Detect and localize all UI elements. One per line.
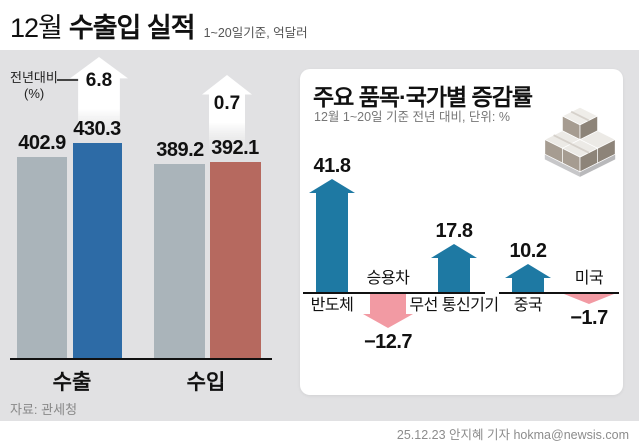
- source-note: 자료: 관세청: [10, 402, 78, 417]
- yoy-up-arrow-export: [70, 57, 128, 150]
- bar-export-current: [73, 143, 122, 360]
- yoy-callout-line: [57, 79, 84, 81]
- page-header: 12월 수출입 실적 1~20일기준, 억달러: [10, 6, 308, 45]
- baseline-countries: [499, 292, 619, 294]
- bar-value-import-current: 392.1: [211, 137, 259, 159]
- bar-value-export-previous: 402.9: [18, 132, 66, 154]
- item-value: 17.8: [435, 220, 473, 242]
- category-label-import: 수입: [186, 371, 226, 394]
- down-arrow-icon: [363, 294, 413, 328]
- yoy-label-text: 전년대비: [10, 70, 58, 85]
- bar-value-import-previous: 389.2: [156, 139, 204, 161]
- bar-export-previous: [17, 157, 67, 360]
- page-title-note: 1~20일기준, 억달러: [203, 26, 308, 40]
- yoy-axis-label: 전년대비 (%): [10, 70, 58, 101]
- item-label: 무선 통신기기: [409, 297, 499, 314]
- baseline-items: [303, 292, 485, 294]
- item-label: 반도체: [310, 297, 354, 314]
- panel-title: 주요 품목·국가별 증감률: [313, 84, 533, 110]
- panel-subtitle: 12월 1~20일 기준 전년 대비, 단위: %: [314, 110, 510, 124]
- category-label-export: 수출: [52, 371, 92, 394]
- page-title: 수출입 실적: [68, 13, 196, 43]
- up-arrow-icon: [505, 264, 551, 292]
- item-value: −12.7: [363, 331, 413, 353]
- item-value: 10.2: [509, 240, 547, 262]
- byline-credit: 25.12.23 안지혜 기자 hokma@newsis.com: [396, 428, 629, 442]
- item-label: 승용차: [366, 270, 410, 287]
- bar-import-previous: [154, 164, 205, 360]
- item-label: 미국: [574, 270, 604, 287]
- down-arrow-icon: [564, 294, 614, 304]
- yoy-up-arrow-import: [202, 75, 252, 160]
- yoy-value-export: 6.8: [85, 70, 113, 91]
- cargo-boxes-illustration: [543, 106, 617, 177]
- item-value: −1.7: [570, 307, 608, 329]
- yoy-unit-text: (%): [24, 85, 45, 101]
- bar-value-export-current: 430.3: [73, 118, 121, 140]
- up-arrow-icon: [431, 244, 477, 292]
- item-label: 중국: [513, 297, 543, 314]
- page-title-prefix: 12월: [10, 13, 63, 43]
- bar-import-current: [210, 162, 261, 360]
- x-axis-line: [10, 358, 272, 360]
- item-value: 41.8: [313, 155, 351, 177]
- yoy-value-import: 0.7: [213, 93, 241, 114]
- up-arrow-icon: [309, 179, 355, 292]
- change-rate-panel: 주요 품목·국가별 증감률 12월 1~20일 기준 전년 대비, 단위: % …: [300, 69, 623, 395]
